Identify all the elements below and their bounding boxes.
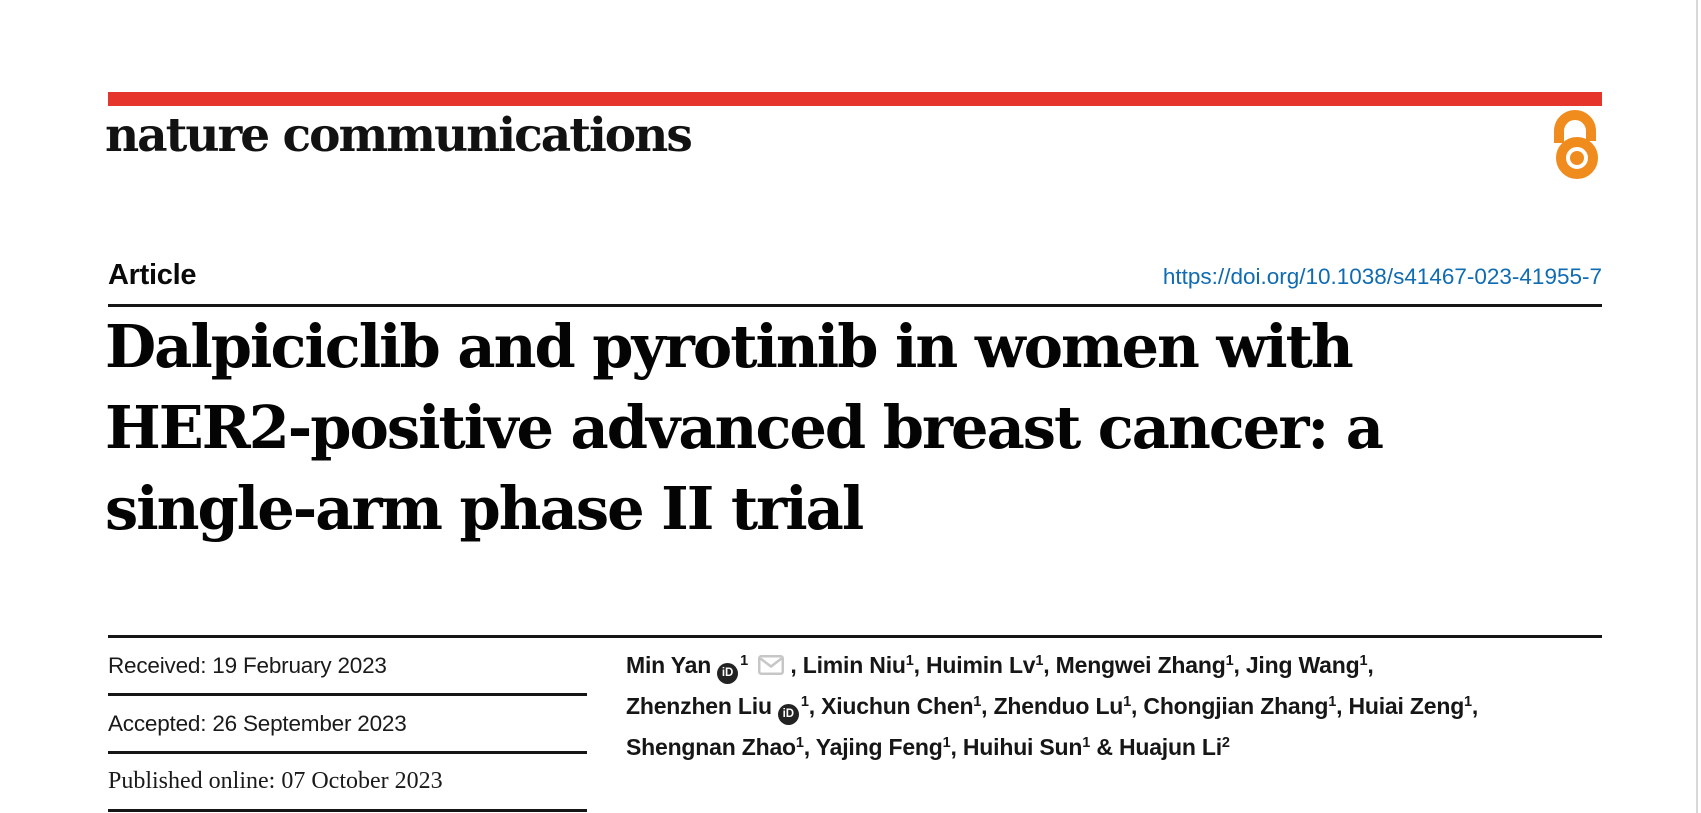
affiliation-superscript: 2 bbox=[1221, 735, 1230, 751]
author-separator: , bbox=[803, 734, 816, 760]
affiliation-superscript: 1 bbox=[1464, 694, 1472, 710]
history-list: Received: 19 February 2023 Accepted: 26 S… bbox=[108, 638, 587, 812]
author-separator: , bbox=[950, 734, 963, 760]
page-edge-divider bbox=[1696, 0, 1698, 813]
author-separator: , bbox=[913, 652, 927, 678]
history-row: Accepted: 26 September 2023 bbox=[108, 696, 587, 754]
author-name: Min Yan bbox=[626, 652, 712, 678]
article-type-label: Article bbox=[108, 259, 197, 291]
author-separator: , bbox=[981, 693, 994, 719]
author-separator: , bbox=[1043, 652, 1056, 678]
article-title: Dalpiciclib and pyrotinib in women with … bbox=[105, 306, 1605, 549]
affiliation-superscript: 1 bbox=[1359, 653, 1368, 669]
author-separator: , bbox=[808, 693, 822, 719]
author-separator: , bbox=[1336, 693, 1349, 719]
author-name: Zhenduo Lu bbox=[993, 693, 1124, 719]
author-separator: , bbox=[790, 652, 803, 678]
author-name: Huihui Sun bbox=[962, 734, 1083, 760]
affiliation-superscript: 1 bbox=[1123, 694, 1132, 710]
author-separator: & bbox=[1090, 734, 1119, 760]
author-line: Zhenzhen Liu iD1, Xiuchun Chen1, Zhenduo … bbox=[626, 688, 1616, 729]
author-separator: , bbox=[1131, 693, 1144, 719]
history-row: Published online: 07 October 2023 bbox=[108, 754, 587, 812]
affiliation-superscript: 1 bbox=[740, 653, 748, 669]
article-title-line: Dalpiciclib and pyrotinib in women with bbox=[105, 312, 1354, 381]
affiliation-superscript: 1 bbox=[1225, 653, 1234, 669]
header-divider bbox=[108, 304, 1602, 307]
affiliation-superscript: 1 bbox=[1035, 653, 1044, 669]
article-title-line: single-arm phase II trial bbox=[105, 474, 864, 543]
author-name: Yajing Feng bbox=[815, 734, 943, 760]
affiliation-superscript: 1 bbox=[942, 735, 951, 751]
affiliation-superscript: 1 bbox=[795, 735, 804, 751]
author-name: Limin Niu bbox=[802, 652, 906, 678]
doi-link[interactable]: https://doi.org/10.1038/s41467-023-41955… bbox=[1162, 264, 1602, 289]
author-separator: , bbox=[1471, 693, 1479, 719]
author-list: Min Yan iD1 , Limin Niu1, Huimin Lv1, Men… bbox=[626, 647, 1616, 770]
affiliation-superscript: 1 bbox=[1082, 735, 1091, 751]
journal-logo: nature communications bbox=[105, 108, 693, 163]
author-name: Shengnan Zhao bbox=[626, 734, 796, 760]
history-text: Accepted: 26 September 2023 bbox=[108, 710, 407, 736]
author-line: Shengnan Zhao1, Yajing Feng1, Huihui Sun… bbox=[626, 729, 1616, 770]
history-text: Published online: 07 October 2023 bbox=[108, 768, 443, 794]
author-name: Mengwei Zhang bbox=[1055, 652, 1226, 678]
history-text: Received: 19 February 2023 bbox=[108, 652, 387, 678]
envelope-icon bbox=[758, 655, 785, 675]
brand-color-bar bbox=[108, 92, 1602, 106]
history-row: Received: 19 February 2023 bbox=[108, 638, 587, 696]
affiliation-superscript: 1 bbox=[800, 694, 809, 710]
affiliation-superscript: 1 bbox=[1328, 694, 1337, 710]
open-access-icon bbox=[1554, 110, 1598, 179]
author-name: Huajun Li bbox=[1118, 734, 1222, 760]
orcid-icon: iD bbox=[777, 704, 799, 725]
author-name: Huiai Zeng bbox=[1348, 693, 1465, 719]
author-name: Chongjian Zhang bbox=[1143, 693, 1329, 719]
affiliation-superscript: 1 bbox=[973, 694, 982, 710]
author-name: Jing Wang bbox=[1245, 652, 1360, 678]
author-separator: , bbox=[1367, 652, 1374, 678]
title-body-divider bbox=[108, 635, 1602, 638]
affiliation-superscript: 1 bbox=[905, 653, 914, 669]
author-name: Xiuchun Chen bbox=[821, 693, 974, 719]
author-name: Huimin Lv bbox=[926, 652, 1036, 678]
author-line: Min Yan iD1 , Limin Niu1, Huimin Lv1, Men… bbox=[626, 647, 1616, 688]
author-separator: , bbox=[1233, 652, 1246, 678]
article-title-line: HER2-positive advanced breast cancer: a bbox=[105, 393, 1384, 462]
author-name: Zhenzhen Liu bbox=[626, 693, 772, 719]
orcid-icon: iD bbox=[717, 663, 739, 684]
